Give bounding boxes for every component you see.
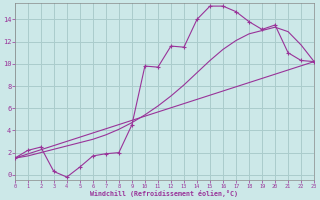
X-axis label: Windchill (Refroidissement éolien,°C): Windchill (Refroidissement éolien,°C) — [91, 190, 238, 197]
